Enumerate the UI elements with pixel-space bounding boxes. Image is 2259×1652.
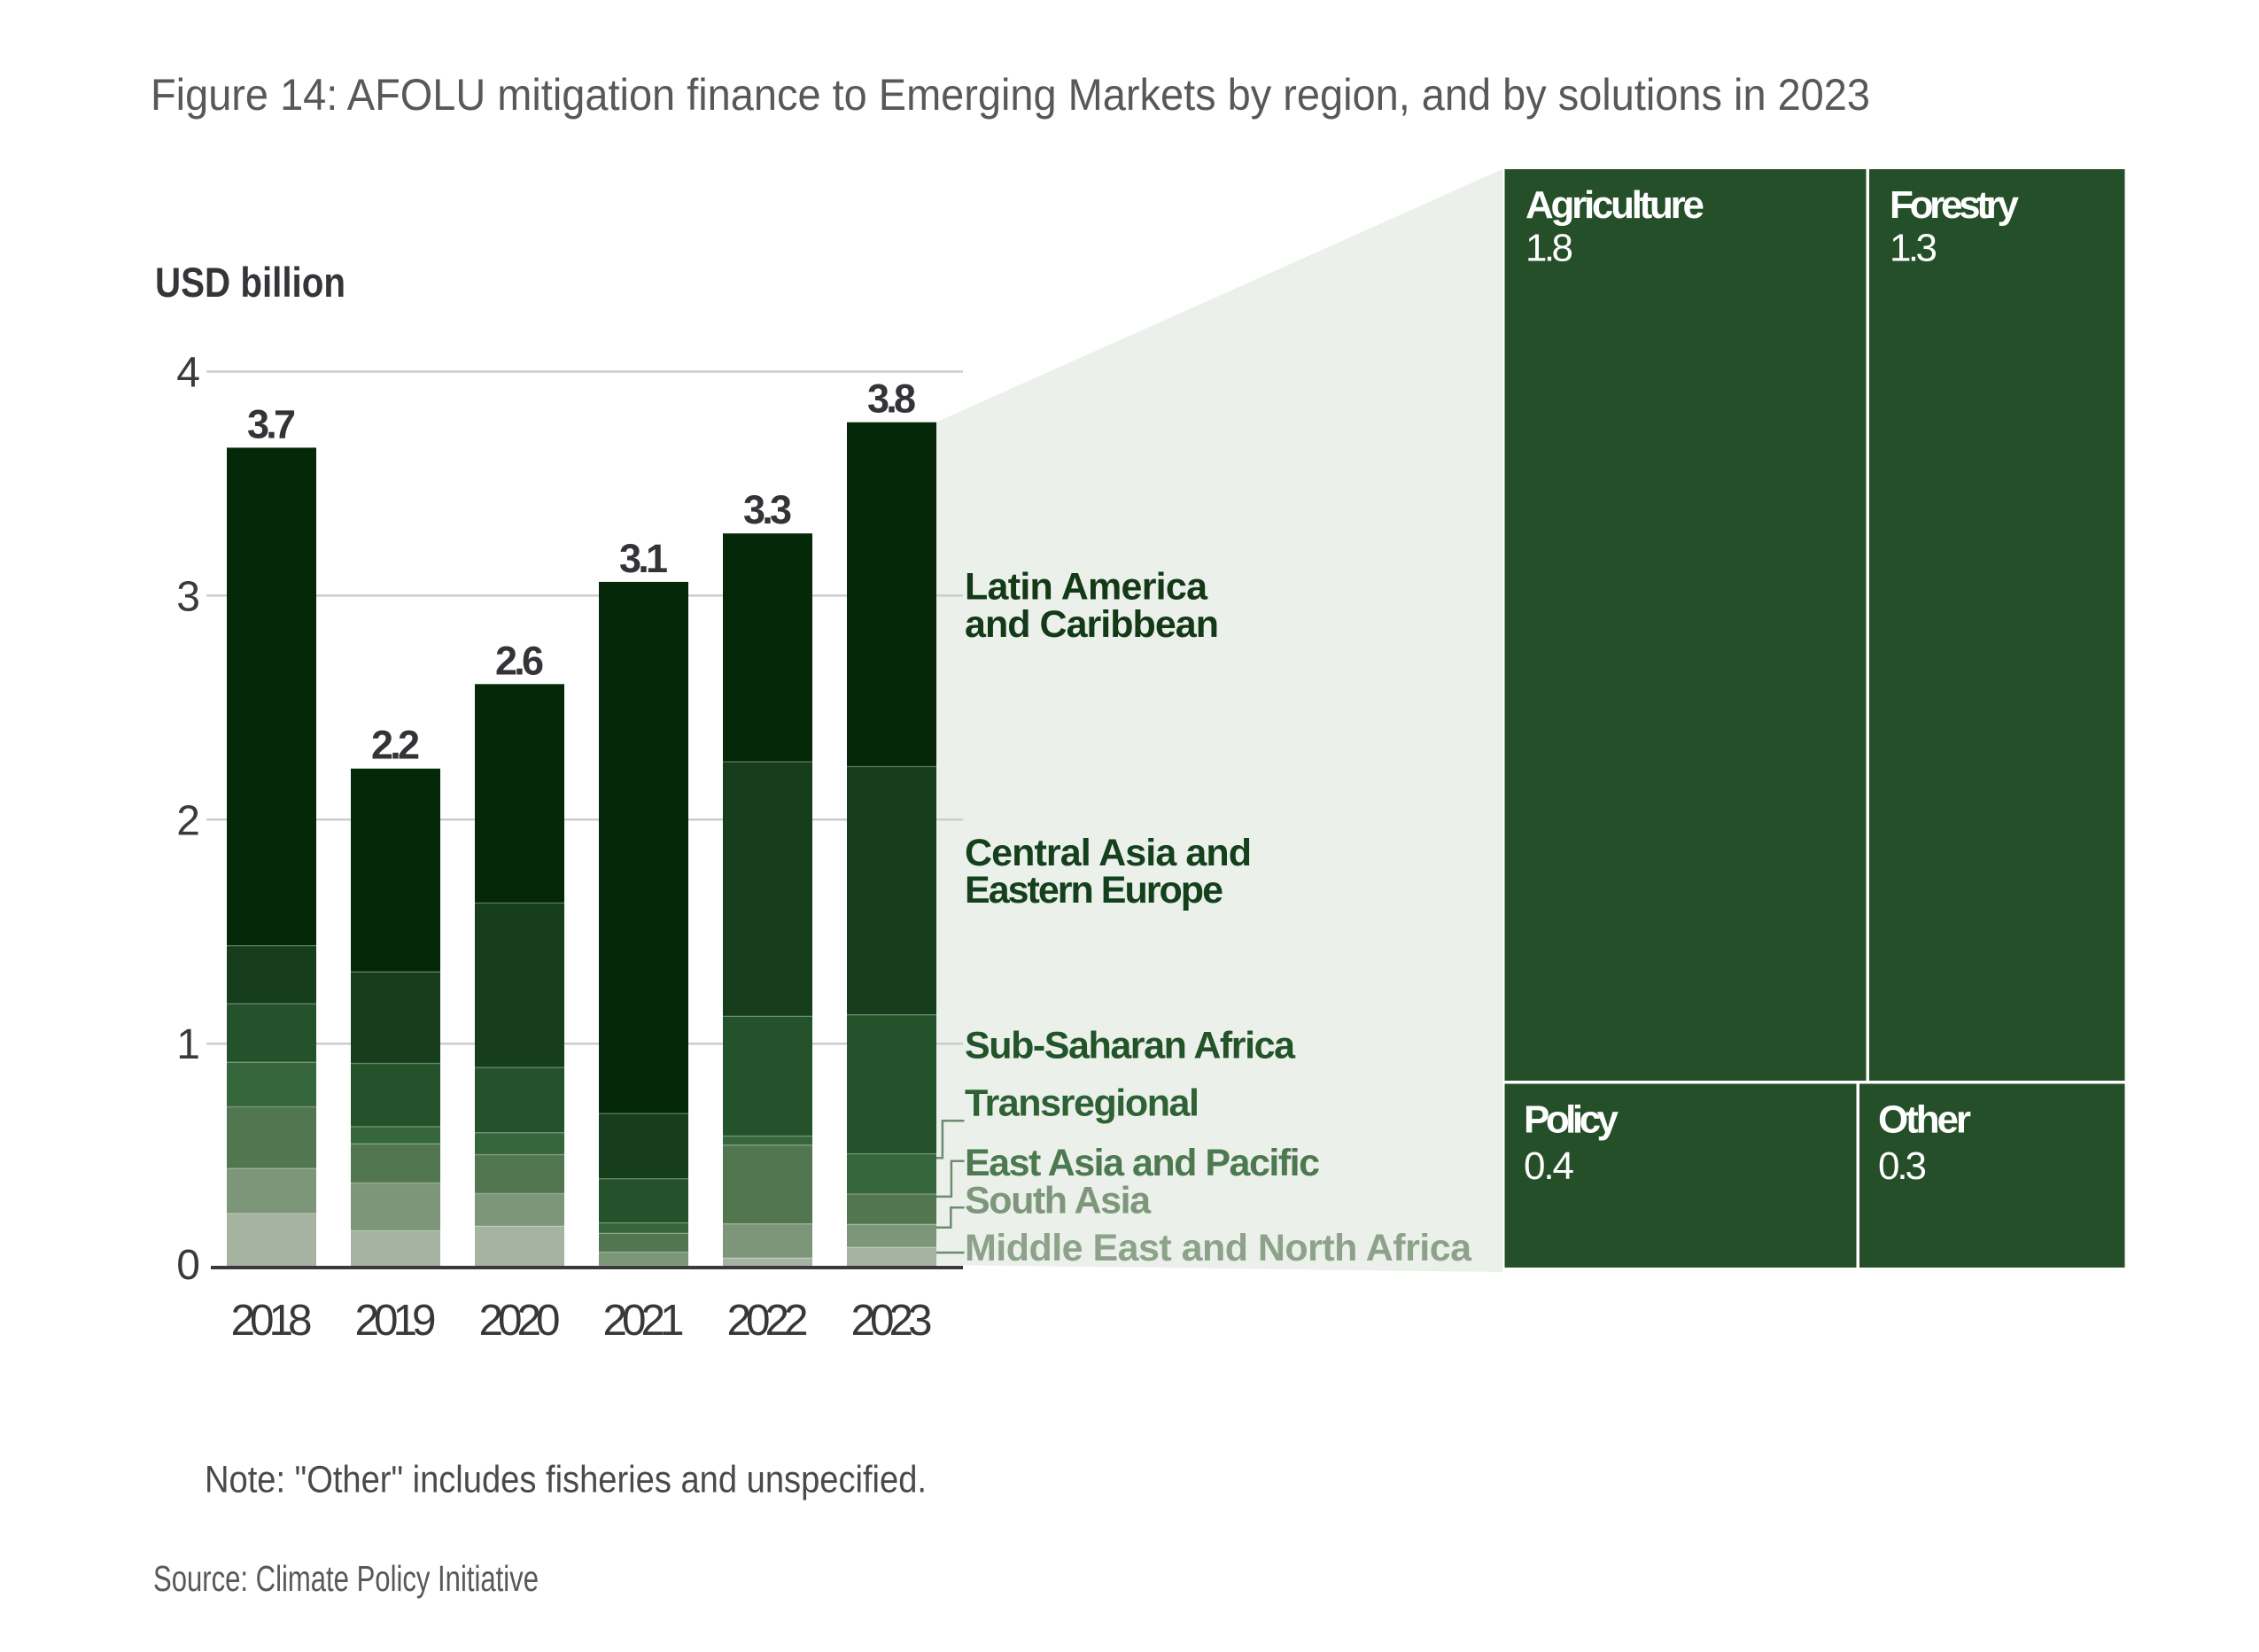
svg-text:0: 0 bbox=[176, 1242, 200, 1289]
svg-text:Policy: Policy bbox=[1524, 1097, 1619, 1141]
svg-text:2020: 2020 bbox=[479, 1296, 561, 1345]
svg-text:3.7: 3.7 bbox=[247, 401, 296, 446]
svg-text:Figure 14: AFOLU mitigation fi: Figure 14: AFOLU mitigation finance to E… bbox=[151, 70, 1870, 120]
svg-text:0.3: 0.3 bbox=[1878, 1144, 1927, 1188]
svg-text:South Asia: South Asia bbox=[965, 1180, 1152, 1222]
svg-text:1.3: 1.3 bbox=[1890, 227, 1937, 270]
svg-text:4: 4 bbox=[176, 350, 200, 397]
svg-text:Central Asia and: Central Asia and bbox=[965, 832, 1252, 874]
svg-text:2018: 2018 bbox=[231, 1296, 313, 1345]
svg-text:3.1: 3.1 bbox=[619, 536, 668, 581]
svg-text:Sub-Saharan Africa: Sub-Saharan Africa bbox=[965, 1025, 1296, 1067]
svg-text:East Asia and Pacific: East Asia and Pacific bbox=[965, 1142, 1320, 1184]
svg-text:Other: Other bbox=[1878, 1097, 1971, 1141]
svg-text:and Caribbean: and Caribbean bbox=[965, 603, 1219, 646]
svg-text:0.4: 0.4 bbox=[1524, 1144, 1574, 1188]
svg-text:3.8: 3.8 bbox=[867, 376, 916, 422]
svg-text:2019: 2019 bbox=[355, 1296, 437, 1345]
svg-text:Note: "Other" includes fisheri: Note: "Other" includes fisheries and uns… bbox=[205, 1459, 927, 1501]
svg-text:Source: Climate Policy Initiat: Source: Climate Policy Initiative bbox=[153, 1558, 539, 1599]
svg-text:Eastern Europe: Eastern Europe bbox=[965, 869, 1223, 911]
svg-text:1: 1 bbox=[176, 1021, 200, 1068]
svg-text:3.3: 3.3 bbox=[743, 487, 792, 532]
svg-text:Transregional: Transregional bbox=[965, 1082, 1199, 1124]
svg-text:2023: 2023 bbox=[851, 1296, 933, 1345]
svg-text:3: 3 bbox=[176, 573, 200, 620]
svg-text:2022: 2022 bbox=[727, 1296, 809, 1345]
svg-text:2: 2 bbox=[176, 797, 200, 844]
svg-text:1.8: 1.8 bbox=[1525, 227, 1573, 270]
svg-text:Forestry: Forestry bbox=[1890, 183, 2020, 227]
svg-text:2021: 2021 bbox=[603, 1296, 685, 1345]
svg-text:USD billion: USD billion bbox=[155, 259, 345, 306]
svg-text:Latin America: Latin America bbox=[965, 566, 1208, 609]
svg-text:2.6: 2.6 bbox=[495, 638, 544, 683]
svg-text:2.2: 2.2 bbox=[371, 723, 420, 768]
svg-text:Agriculture: Agriculture bbox=[1525, 183, 1704, 227]
svg-text:Middle East and North Africa: Middle East and North Africa bbox=[965, 1227, 1472, 1269]
